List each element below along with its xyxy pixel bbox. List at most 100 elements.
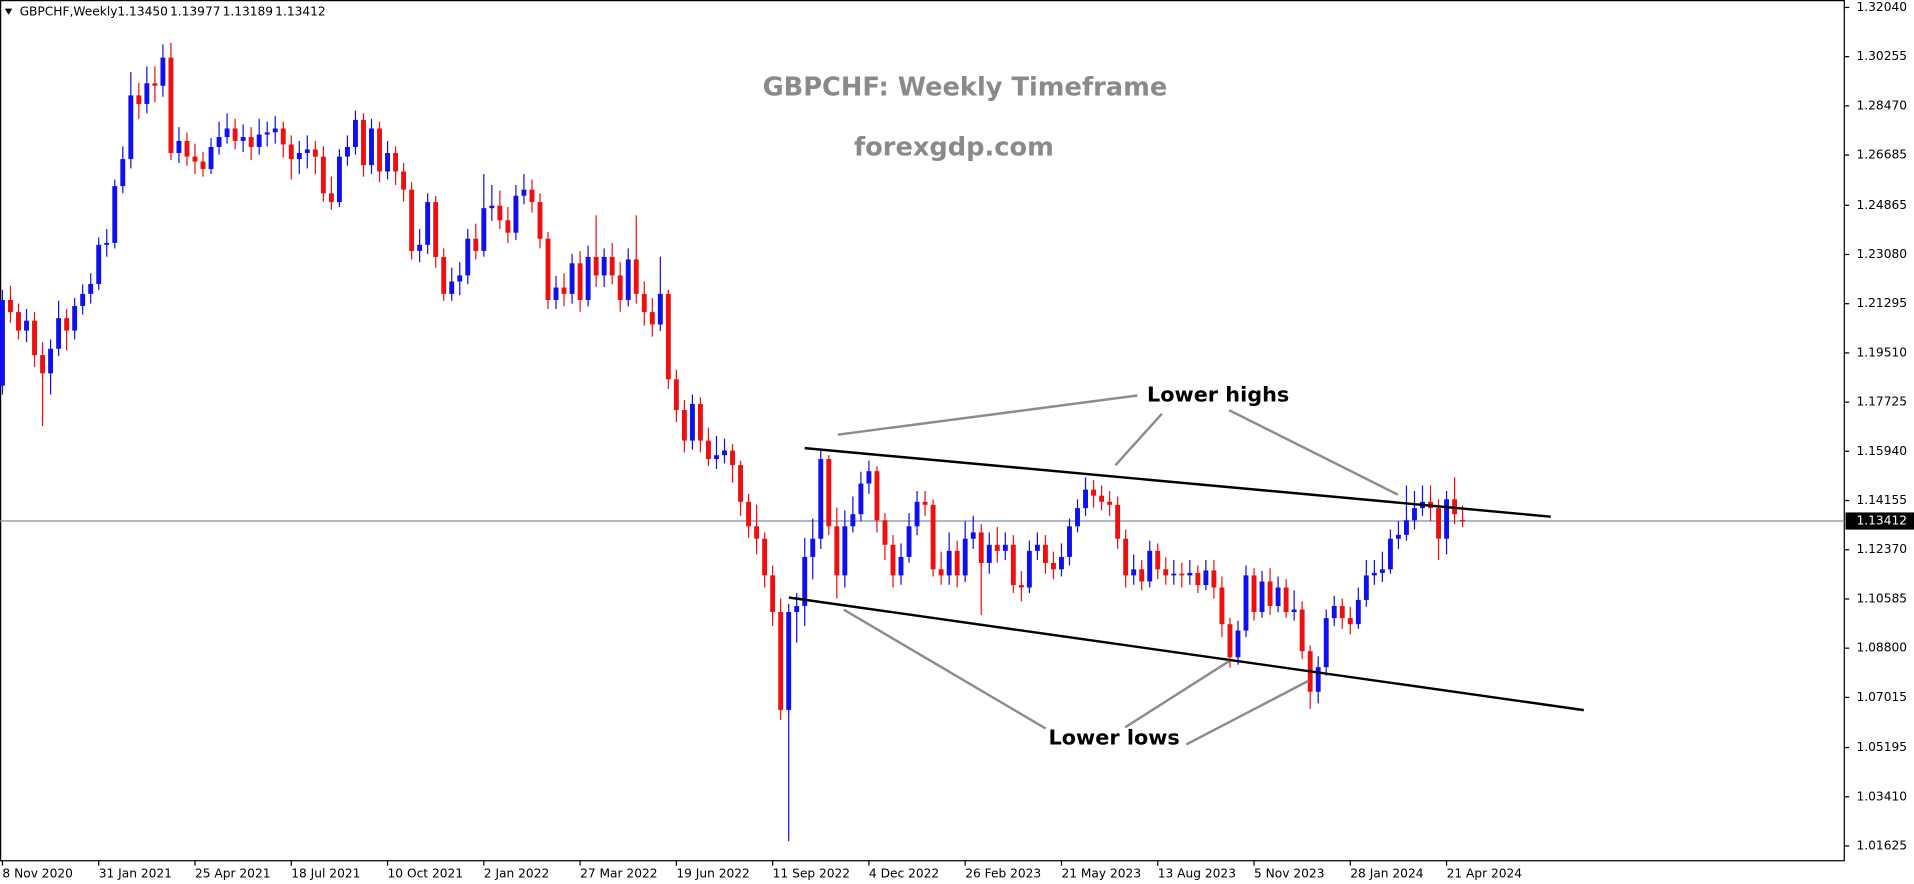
candle-body (850, 514, 856, 527)
candle-body (778, 612, 784, 710)
candle-body (465, 238, 471, 276)
y-tick-label: 1.24865 (1857, 198, 1908, 212)
candle-body (569, 263, 575, 294)
x-tick-label: 10 Oct 2021 (388, 867, 464, 881)
candle-body (858, 483, 864, 515)
candle-body (72, 306, 78, 331)
candle-body (577, 263, 583, 300)
candle-body (1075, 508, 1080, 527)
candle-body (697, 403, 703, 441)
candle-body (1155, 550, 1161, 570)
y-tick-label: 1.28470 (1857, 98, 1908, 112)
candle-body (1083, 489, 1088, 509)
candle-body (1339, 605, 1345, 619)
candle-body (1315, 667, 1321, 692)
candle-body (128, 95, 134, 160)
candle-body (553, 287, 559, 300)
candle-body (473, 238, 479, 251)
candle-body (521, 189, 527, 196)
y-tick-label: 1.19510 (1857, 345, 1908, 359)
candle-body (200, 161, 206, 170)
x-tick-label: 28 Jan 2024 (1350, 867, 1423, 881)
candle-body (304, 149, 310, 154)
candle-body (593, 256, 599, 276)
candle-body (457, 275, 463, 282)
candle-body (890, 544, 896, 576)
candle-body (1227, 624, 1233, 658)
candle-body (1387, 538, 1393, 570)
candle-body (762, 538, 768, 576)
candle-body (802, 556, 808, 606)
candle-body (537, 202, 543, 239)
candle-body (256, 134, 262, 147)
candle-body (8, 299, 13, 313)
candle-body (16, 312, 21, 331)
candle-body (1187, 572, 1193, 576)
candle-body (754, 526, 760, 539)
y-tick-label: 1.32040 (1857, 0, 1908, 14)
candle-body (986, 544, 992, 563)
x-tick-label: 4 Dec 2022 (869, 867, 939, 881)
annotation: Lower lows (1049, 725, 1180, 749)
candle-body (377, 128, 382, 172)
candle-body (1042, 544, 1048, 563)
plot-border (0, 0, 1845, 862)
y-tick-label: 1.23080 (1857, 247, 1908, 261)
candle-body (88, 283, 94, 294)
candle-body (970, 532, 976, 539)
candle-body (232, 128, 238, 141)
header-quote: 1.13189 (223, 5, 274, 19)
candle-body (1363, 575, 1369, 600)
candle-body (489, 205, 495, 209)
candle-body (842, 526, 848, 576)
candle-body (272, 128, 278, 133)
candle-body (1211, 570, 1217, 588)
chart-title: GBPCHF: Weekly Timeframe (763, 73, 1168, 103)
candle-body (689, 403, 695, 441)
pointer-line (1124, 660, 1230, 729)
x-tick-label: 19 Jun 2022 (676, 867, 749, 881)
pointer-line (1185, 679, 1310, 746)
y-tick-label: 1.01625 (1857, 838, 1908, 852)
x-tick-label: 26 Feb 2023 (965, 867, 1041, 881)
trendlines (788, 446, 1584, 712)
candle-body (625, 259, 631, 300)
candle-body (730, 450, 735, 466)
candle-body (1034, 544, 1040, 551)
header-quote: 1.13450 (117, 5, 168, 19)
candle-body (529, 189, 535, 203)
candle-body (1412, 508, 1417, 521)
candle-body (585, 256, 591, 300)
candle-body (409, 189, 415, 251)
candle-body (1444, 499, 1450, 539)
pointer-lines (837, 394, 1399, 746)
candle-body (738, 465, 743, 502)
pointer-line (843, 608, 1047, 730)
candle-body (617, 275, 623, 300)
candle-body (497, 205, 503, 221)
y-tick-label: 1.14155 (1857, 493, 1908, 507)
candle-body (665, 293, 671, 380)
candle-body (770, 575, 776, 613)
x-tick-label: 18 Jul 2021 (291, 867, 360, 881)
y-tick-label: 1.26685 (1857, 148, 1908, 162)
candle-body (505, 220, 511, 233)
candle-body (1259, 581, 1265, 613)
candle-body (609, 256, 615, 276)
candle-body (136, 95, 142, 104)
y-tick-label: 1.12370 (1857, 542, 1908, 556)
candle-body (834, 526, 840, 576)
candle-body (328, 193, 334, 203)
candle-body (1219, 587, 1225, 625)
candle-body (914, 501, 920, 527)
candle-body (930, 504, 936, 570)
candle-body (1147, 550, 1153, 582)
candle-body (96, 244, 102, 284)
candle-body (401, 171, 407, 190)
candle-body (288, 144, 294, 160)
candle-body (673, 379, 679, 410)
menu-triangle[interactable] (4, 8, 13, 15)
candle-body (1251, 575, 1257, 613)
header-quote: 1.13412 (275, 5, 326, 19)
